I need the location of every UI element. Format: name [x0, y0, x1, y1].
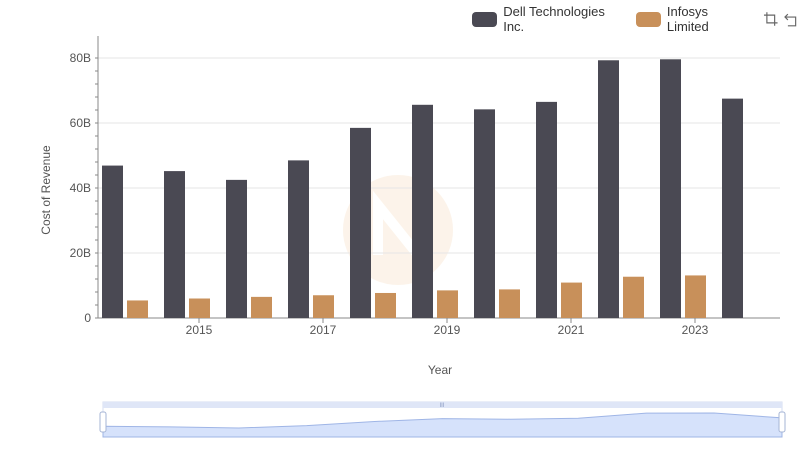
bar-dell-2018[interactable] — [350, 127, 371, 318]
bar-dell-2024[interactable] — [722, 98, 743, 318]
legend-swatch-infosys — [635, 11, 661, 27]
legend: Dell Technologies Inc. Infosys Limited — [472, 4, 800, 34]
legend-item-infosys[interactable]: Infosys Limited — [635, 4, 751, 34]
bar-infosys-2015[interactable] — [189, 298, 210, 319]
y-tick-label: 60B — [70, 116, 91, 130]
zoom-area-icon[interactable] — [763, 11, 779, 27]
legend-swatch-dell — [472, 11, 498, 27]
bar-dell-2020[interactable] — [474, 109, 495, 318]
legend-label-dell: Dell Technologies Inc. — [503, 4, 605, 34]
legend-label-infosys: Infosys Limited — [666, 4, 709, 34]
x-tick-label: 2017 — [310, 323, 337, 337]
bar-infosys-2019[interactable] — [437, 290, 458, 318]
bar-infosys-2017[interactable] — [313, 295, 334, 318]
bar-dell-2017[interactable] — [288, 160, 309, 318]
y-tick-label: 80B — [70, 51, 91, 65]
y-tick-label: 20B — [70, 246, 91, 260]
x-tick-label: 2023 — [682, 323, 709, 337]
legend-item-dell[interactable]: Dell Technologies Inc. — [472, 4, 626, 34]
x-tick-label: 2015 — [186, 323, 213, 337]
zoom-grip: III — [439, 403, 444, 409]
bar-dell-2016[interactable] — [226, 179, 247, 318]
bar-infosys-2020[interactable] — [499, 289, 520, 318]
bar-dell-2022[interactable] — [598, 60, 619, 319]
bar-infosys-2018[interactable] — [375, 292, 396, 318]
x-tick-label: 2019 — [434, 323, 461, 337]
bar-infosys-2016[interactable] — [251, 296, 272, 318]
bar-dell-2023[interactable] — [660, 59, 681, 319]
restore-icon[interactable] — [784, 11, 800, 27]
zoom-handle-left[interactable] — [99, 411, 107, 433]
zoom-handle-right[interactable] — [778, 411, 786, 433]
y-tick-label: 40B — [70, 181, 91, 195]
data-zoom-slider[interactable]: III — [99, 401, 786, 438]
bar-dell-2019[interactable] — [412, 104, 433, 318]
bar-infosys-2021[interactable] — [561, 282, 582, 318]
bar-dell-2014[interactable] — [102, 165, 123, 318]
y-axis-title: Cost of Revenue — [39, 145, 53, 235]
bar-infosys-2014[interactable] — [127, 300, 148, 318]
zoom-top-bar[interactable] — [103, 402, 782, 408]
zoom-preview-area — [102, 412, 783, 438]
y-tick-label: 0 — [84, 311, 91, 325]
bar-infosys-2023[interactable] — [685, 275, 706, 318]
x-tick-label: 2021 — [558, 323, 585, 337]
bar-dell-2015[interactable] — [164, 171, 185, 318]
x-axis-title: Year — [428, 363, 452, 377]
bar-dell-2021[interactable] — [536, 101, 557, 318]
bar-infosys-2022[interactable] — [623, 276, 644, 318]
